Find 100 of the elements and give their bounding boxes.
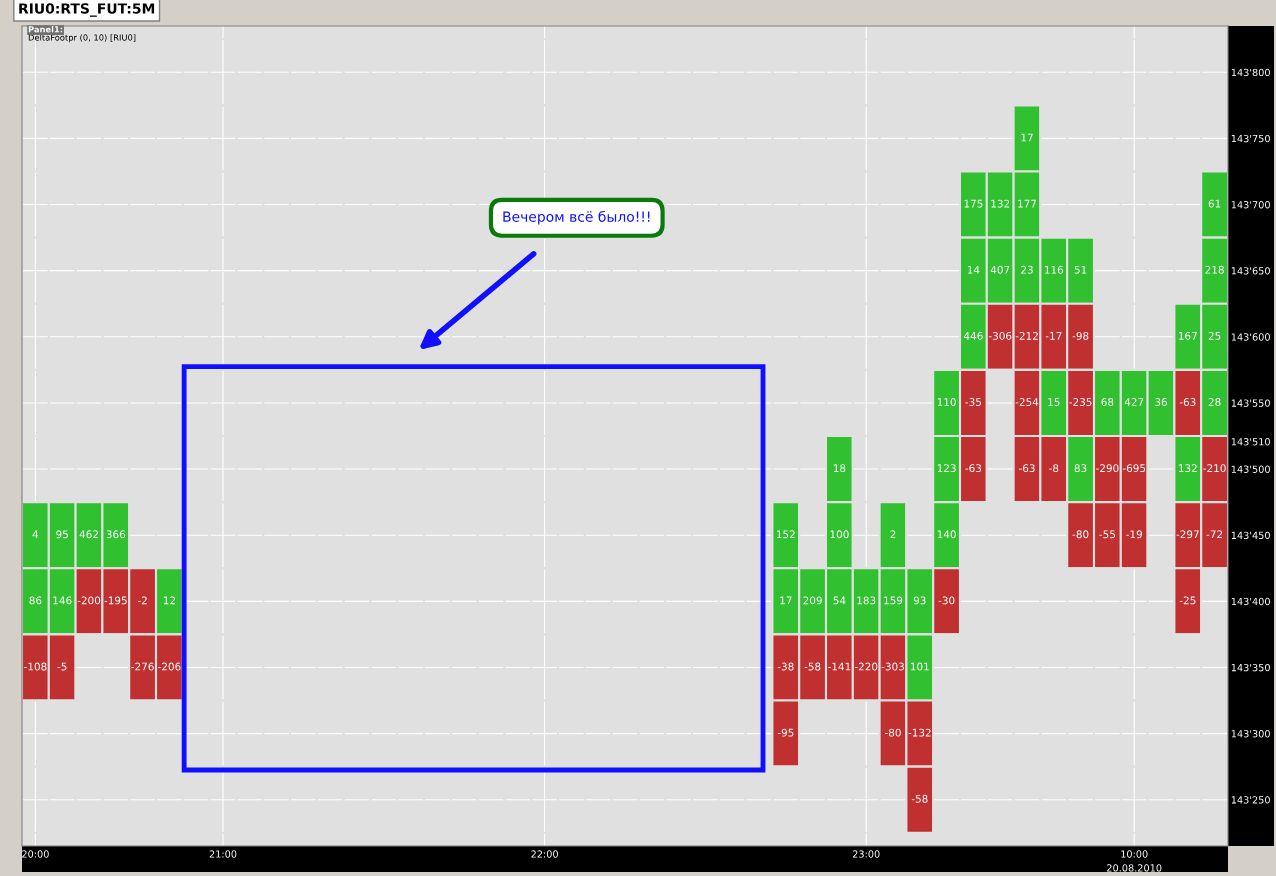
data-label: -695 xyxy=(1122,464,1146,473)
data-label: 218 xyxy=(1205,265,1224,274)
y-tick-label: 143'550 xyxy=(1231,399,1270,407)
y-tick-label: 143'600 xyxy=(1231,333,1270,341)
data-label: -95 xyxy=(777,728,794,737)
x-tick-label: 21:00 xyxy=(209,850,237,858)
data-label: 12 xyxy=(163,596,175,605)
data-label: -141 xyxy=(828,662,851,671)
data-label: -63 xyxy=(1019,464,1035,473)
y-tick-label: 143'350 xyxy=(1231,663,1270,672)
text: 20.08.2010 xyxy=(1107,864,1162,872)
data-label: -276 xyxy=(131,662,154,671)
data-label: 15 xyxy=(1048,398,1060,406)
data-label: -235 xyxy=(1069,398,1092,406)
data-label: -63 xyxy=(1179,398,1196,406)
annotation: Panel1: xyxy=(28,26,63,33)
data-label: 83 xyxy=(1074,464,1087,473)
y-tick-label: 143'650 xyxy=(1231,267,1270,275)
data-label: -195 xyxy=(104,596,127,605)
data-label: -30 xyxy=(938,596,955,605)
x-tick-label: 22:00 xyxy=(531,850,558,858)
y-tick-label: 143'400 xyxy=(1231,597,1270,606)
data-label: -80 xyxy=(885,728,901,737)
data-label: -254 xyxy=(1015,398,1039,406)
data-label: -220 xyxy=(854,662,878,671)
data-label: -212 xyxy=(1015,331,1038,340)
data-label: -72 xyxy=(1206,530,1223,539)
data-label: 23 xyxy=(1021,265,1033,274)
annotation: Вечером всё было!!! xyxy=(503,210,650,225)
data-label: 132 xyxy=(1179,464,1197,473)
data-label: 28 xyxy=(1208,398,1221,406)
data-label: -17 xyxy=(1045,332,1062,340)
data-label: 101 xyxy=(911,662,929,671)
data-label: -290 xyxy=(1096,464,1119,473)
x-tick-label: 20:00 xyxy=(22,850,49,858)
y-tick-label: 143'300 xyxy=(1231,730,1270,738)
data-label: 36 xyxy=(1155,398,1167,406)
data-label: 152 xyxy=(777,530,795,539)
data-label: 54 xyxy=(833,596,846,605)
data-label: 159 xyxy=(884,596,903,605)
data-label: 93 xyxy=(913,596,926,605)
data-label: 462 xyxy=(79,530,98,539)
data-label: -5 xyxy=(57,662,67,671)
data-label: 4 xyxy=(32,530,39,539)
data-label: 86 xyxy=(29,596,42,605)
data-label: 95 xyxy=(56,530,68,539)
data-label: -98 xyxy=(1072,331,1089,340)
data-label: -200 xyxy=(77,596,101,605)
data-label: -55 xyxy=(1099,530,1115,539)
x-tick-label: 10:00 xyxy=(1121,850,1148,858)
y-tick-label: 143'700 xyxy=(1231,201,1270,209)
data-label: 183 xyxy=(857,596,876,605)
y-tick-label: 143'750 xyxy=(1231,134,1270,143)
data-label: 177 xyxy=(1018,199,1037,208)
data-label: 175 xyxy=(964,199,983,208)
data-label: -25 xyxy=(1179,596,1196,605)
data-label: -2 xyxy=(137,596,147,605)
data-label: 17 xyxy=(1021,133,1033,142)
data-label: 25 xyxy=(1208,331,1221,340)
data-label: 116 xyxy=(1045,265,1064,274)
data-label: -58 xyxy=(911,794,928,803)
chart-title: RIU0:RTS_FUT:5M xyxy=(19,3,155,17)
data-label: 14 xyxy=(967,265,980,274)
data-label: -35 xyxy=(965,398,981,406)
data-label: 51 xyxy=(1074,265,1087,274)
data-label: 17 xyxy=(780,596,792,605)
data-label: 140 xyxy=(937,530,956,539)
y-tick-label: 143'250 xyxy=(1231,796,1270,804)
data-label: -19 xyxy=(1126,530,1142,539)
data-label: -297 xyxy=(1176,530,1199,539)
data-label: -210 xyxy=(1203,464,1226,473)
data-label: 18 xyxy=(833,464,846,473)
data-label: 366 xyxy=(106,530,126,539)
text: DeltaFootpr (0, 10) [RIU0] xyxy=(28,34,136,43)
data-label: 167 xyxy=(1179,331,1197,340)
y-tick-label: 143'500 xyxy=(1231,465,1270,473)
data-label: 132 xyxy=(991,199,1010,208)
data-label: 209 xyxy=(803,596,822,605)
x-tick-label: 23:00 xyxy=(852,850,880,858)
data-label: 100 xyxy=(830,530,849,539)
text: 143'510 xyxy=(1231,438,1270,446)
data-label: 2 xyxy=(890,530,896,539)
data-label: -306 xyxy=(988,331,1012,340)
data-label: -206 xyxy=(158,662,181,671)
data-label: 427 xyxy=(1124,398,1144,406)
data-label: 123 xyxy=(937,464,956,473)
data-label: 68 xyxy=(1101,398,1114,406)
data-label: 446 xyxy=(963,331,983,340)
data-label: 407 xyxy=(990,265,1010,274)
data-label: 110 xyxy=(937,398,956,406)
data-label: 61 xyxy=(1208,199,1221,208)
data-label: -303 xyxy=(881,662,904,671)
y-tick-label: 143'800 xyxy=(1231,68,1270,77)
data-label: -8 xyxy=(1049,464,1059,473)
y-tick-label: 143'450 xyxy=(1231,531,1270,540)
data-label: -38 xyxy=(777,662,794,671)
data-label: -80 xyxy=(1072,530,1089,539)
data-label: 146 xyxy=(53,596,72,605)
data-label: -63 xyxy=(965,464,982,473)
data-label: -58 xyxy=(804,662,821,671)
